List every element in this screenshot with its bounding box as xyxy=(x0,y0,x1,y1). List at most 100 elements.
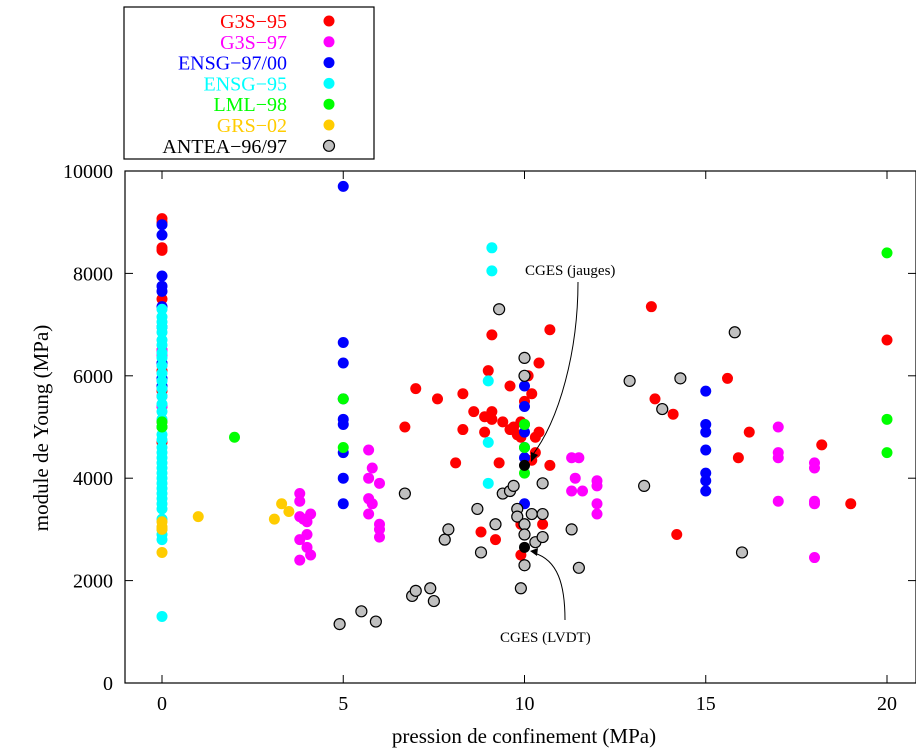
point-g3s-97 xyxy=(294,554,306,566)
point-ensg-97-00 xyxy=(337,357,349,369)
point-g3s-97 xyxy=(305,549,317,561)
point-lml-98 xyxy=(337,441,349,453)
annotation-cges-jauges: CGES (jauges) xyxy=(525,263,615,279)
point-g3s-95 xyxy=(468,406,480,418)
point-ensg-95 xyxy=(156,398,168,410)
point-g3s-97 xyxy=(374,477,385,489)
point-antea-96-97 xyxy=(427,594,440,608)
point-g3s-95 xyxy=(486,406,498,418)
point-lml-98 xyxy=(229,431,240,443)
point-lml-98 xyxy=(156,421,168,433)
annotation-arrowhead-lvdt xyxy=(530,548,538,556)
point-g3s-95 xyxy=(475,526,487,538)
point-g3s-95 xyxy=(845,498,857,510)
legend-label: G3S−97 xyxy=(220,32,287,54)
point-ensg-97-00 xyxy=(700,485,712,497)
point-ensg-95 xyxy=(156,326,168,338)
point-ensg-97-00 xyxy=(700,426,712,438)
point-ensg-95 xyxy=(156,610,168,622)
point-ensg-95 xyxy=(156,339,168,351)
point-antea-96-97 xyxy=(507,479,520,492)
point-antea-96-97 xyxy=(572,561,585,574)
point-g3s-95 xyxy=(504,380,516,392)
point-antea-96-97 xyxy=(536,507,549,521)
point-g3s-95 xyxy=(732,452,744,464)
point-grs-02 xyxy=(192,511,204,523)
y-tick-label: 2000 xyxy=(73,571,113,593)
point-antea-96-97 xyxy=(333,618,346,631)
point-ensg-95 xyxy=(482,477,494,489)
point-g3s-97 xyxy=(772,421,784,433)
legend-marker xyxy=(323,98,335,110)
point-ensg-95 xyxy=(156,383,168,395)
point-g3s-97 xyxy=(366,498,378,510)
annotation-arrowhead-jauges xyxy=(531,452,538,462)
annotations: CGES (jauges) CGES (LVDT) xyxy=(500,263,615,646)
point-antea-96-97 xyxy=(674,372,687,385)
point-ensg-95 xyxy=(486,242,498,254)
point-g3s-97 xyxy=(591,480,603,492)
point-ensg-97-00 xyxy=(156,229,168,241)
point-g3s-95 xyxy=(533,426,545,438)
point-antea-96-97 xyxy=(355,605,368,618)
point-ensg-95 xyxy=(156,352,168,364)
point-lml-98 xyxy=(519,418,530,430)
point-g3s-97 xyxy=(591,508,603,520)
y-tick-label: 4000 xyxy=(73,468,113,490)
legend-marker xyxy=(323,15,335,27)
point-g3s-97 xyxy=(374,531,385,543)
point-antea-96-97 xyxy=(656,402,669,416)
point-antea-96-97 xyxy=(728,326,741,339)
point-g3s-97 xyxy=(374,523,385,535)
point-ensg-97-00 xyxy=(337,337,349,349)
point-g3s-97 xyxy=(363,508,375,520)
x-tick-label: 20 xyxy=(877,693,897,715)
point-antea-96-97 xyxy=(398,487,411,500)
point-g3s-97 xyxy=(809,552,820,564)
point-ensg-97-00 xyxy=(700,475,712,487)
point-g3s-95 xyxy=(486,329,498,341)
point-ensg-97-00 xyxy=(337,498,349,510)
point-g3s-95 xyxy=(544,459,556,471)
point-antea-96-97 xyxy=(536,530,549,544)
point-ensg-95 xyxy=(156,534,168,546)
point-g3s-97 xyxy=(301,529,313,541)
point-g3s-97 xyxy=(566,485,578,497)
point-g3s-95 xyxy=(479,426,491,438)
point-ensg-97-00 xyxy=(156,219,168,231)
point-lml-98 xyxy=(337,393,349,405)
point-g3s-95 xyxy=(457,388,469,400)
point-ensg-97-00 xyxy=(156,285,168,297)
point-antea-96-97 xyxy=(493,303,506,316)
point-g3s-95 xyxy=(881,334,893,346)
legend-label: ENSG−95 xyxy=(203,73,287,95)
point-g3s-97 xyxy=(569,472,581,484)
legend-label: LML−98 xyxy=(214,94,288,116)
legend-marker xyxy=(323,57,335,69)
point-ensg-95 xyxy=(156,406,168,418)
y-tick-label: 6000 xyxy=(73,366,113,388)
point-antea-96-97 xyxy=(565,523,578,536)
point-ensg-95 xyxy=(156,503,168,515)
axis-ticks: 0 5 10 15 20 0 2000 4000 6000 8000 10000 xyxy=(63,161,916,715)
legend-marker xyxy=(322,139,336,152)
x-tick-label: 15 xyxy=(696,693,716,715)
point-g3s-95 xyxy=(450,457,462,469)
point-antea-96-97 xyxy=(489,518,502,531)
point-antea-96-97 xyxy=(442,523,455,536)
point-ensg-97-00 xyxy=(337,418,349,430)
point-g3s-97 xyxy=(772,452,784,464)
point-lml-98 xyxy=(519,467,530,479)
point-ensg-97-00 xyxy=(519,452,530,464)
point-g3s-95 xyxy=(743,426,755,438)
y-axis-title: module de Young (MPa) xyxy=(29,325,53,532)
y-tick-label: 0 xyxy=(103,673,113,695)
point-ensg-97-00 xyxy=(156,270,168,282)
point-grs-02 xyxy=(156,546,168,558)
point-g3s-95 xyxy=(490,534,501,546)
point-lml-98 xyxy=(881,247,893,259)
point-ensg-95 xyxy=(156,360,168,372)
point-antea-96-97 xyxy=(638,479,651,492)
point-g3s-95 xyxy=(722,372,733,384)
